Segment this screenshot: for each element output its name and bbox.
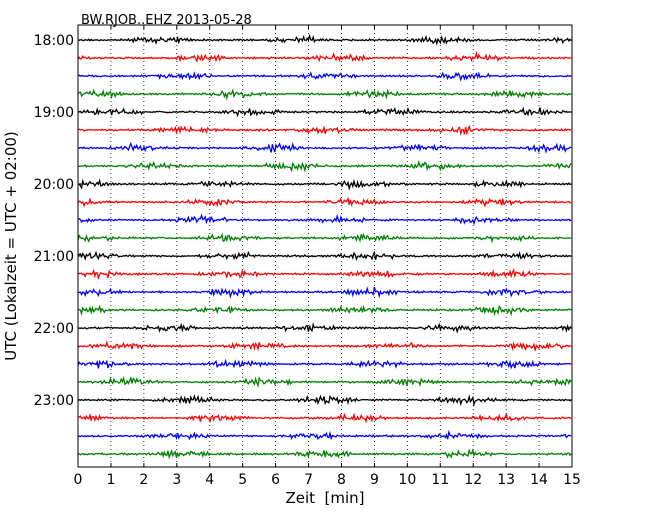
trace-2030 [77,213,572,226]
trace-1845 [77,88,572,101]
trace-group [77,33,572,460]
y-tick-label: 22:00 [34,321,74,337]
x-tick-label: 1 [106,472,115,488]
chart-title: BW.RJOB..EHZ 2013-05-28 [81,13,252,28]
x-tick-label: 3 [172,472,181,488]
trace-2015 [77,196,572,208]
trace-2230 [77,358,572,370]
x-tick-label: 11 [431,472,449,488]
x-tick-label: 14 [530,472,548,488]
trace-2330 [77,429,572,441]
y-tick-label: 21:00 [34,249,74,265]
trace-2315 [77,412,572,424]
x-tick-label: 7 [304,472,313,488]
x-tick-label: 0 [74,472,83,488]
x-tick-label: 10 [398,472,416,488]
x-axis-ticks: 0 1 2 3 4 5 6 7 8 9 10 11 12 13 14 15 [74,25,581,488]
trace-2200 [77,322,572,334]
y-axis-ticks: 18:00 19:00 20:00 21:00 22:00 23:00 [34,33,572,409]
x-axis-label: Zeit [min] [285,489,364,507]
x-tick-label: 5 [238,472,247,488]
trace-1830 [77,71,572,82]
x-tick-label: 13 [497,472,515,488]
trace-1800 [77,33,572,46]
trace-1915 [77,124,572,136]
x-tick-label: 15 [563,472,581,488]
trace-2045 [77,232,572,244]
plot-area-frame [77,24,573,468]
y-tick-label: 23:00 [34,393,74,409]
x-tick-label: 12 [464,472,482,488]
x-tick-label: 6 [271,472,280,488]
trace-2300 [77,393,572,407]
trace-1945 [77,159,572,173]
trace-2000 [77,178,572,191]
trace-1815 [77,50,572,64]
trace-1930 [77,141,572,154]
trace-2245 [77,375,572,388]
x-tick-label: 4 [205,472,214,488]
x-tick-label: 2 [139,472,148,488]
trace-2100 [77,250,572,262]
y-tick-label: 19:00 [34,105,74,121]
y-tick-label: 20:00 [34,177,74,193]
vertical-grid [110,25,540,467]
x-tick-label: 8 [337,472,346,488]
trace-1900 [77,106,572,118]
trace-2145 [77,304,572,317]
trace-2130 [77,286,572,299]
x-tick-label: 9 [370,472,379,488]
y-tick-label: 18:00 [34,33,74,49]
y-axis-label: UTC (Lokalzeit = UTC + 02:00) [2,131,20,361]
trace-2215 [77,340,572,352]
trace-2345 [77,448,572,460]
trace-2115 [77,268,572,281]
